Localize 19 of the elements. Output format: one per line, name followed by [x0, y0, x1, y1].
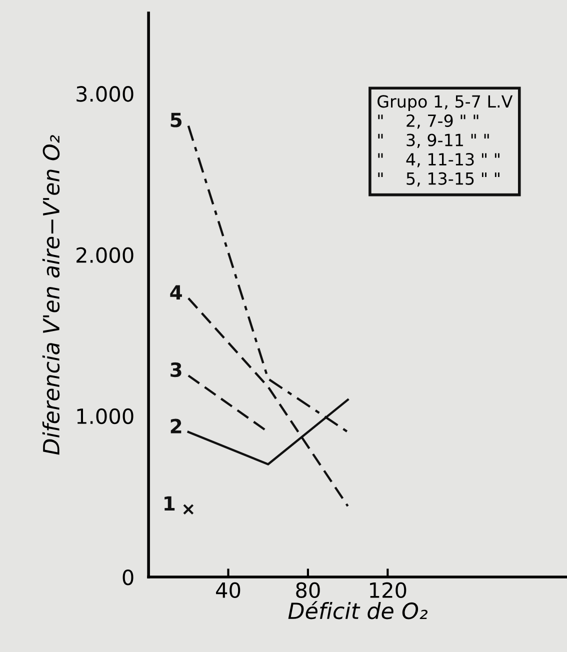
series-label: 4: [170, 285, 182, 300]
y-tick-label: 0: [122, 569, 134, 586]
annotation: " 3, 9-11 " ": [378, 134, 489, 148]
x-tick-label: 40: [216, 582, 240, 598]
series-label: 1: [164, 496, 175, 511]
annotation: Grupo 1, 5-7 L.V: [378, 95, 513, 111]
x-tick-label: 120: [370, 582, 406, 598]
annotation: " 4, 11-13 " ": [378, 153, 500, 168]
series-label: 5: [170, 112, 182, 128]
y-tick-label: 2.000: [76, 247, 134, 263]
series-label: 3: [170, 362, 182, 378]
x-axis-title: Déficit de O₂: [288, 601, 428, 620]
annotation: " 2, 7-9 " ": [378, 114, 478, 129]
series-label: 2: [170, 418, 182, 434]
y-tick-label: 1.000: [77, 408, 134, 424]
x-tick-label: 80: [296, 582, 320, 598]
y-axis-title: Diferencia V'en aire−V'en O₂: [42, 135, 60, 455]
y-tick-label: 3.000: [76, 86, 134, 102]
annotation: " 5, 13-15 " ": [378, 172, 500, 187]
